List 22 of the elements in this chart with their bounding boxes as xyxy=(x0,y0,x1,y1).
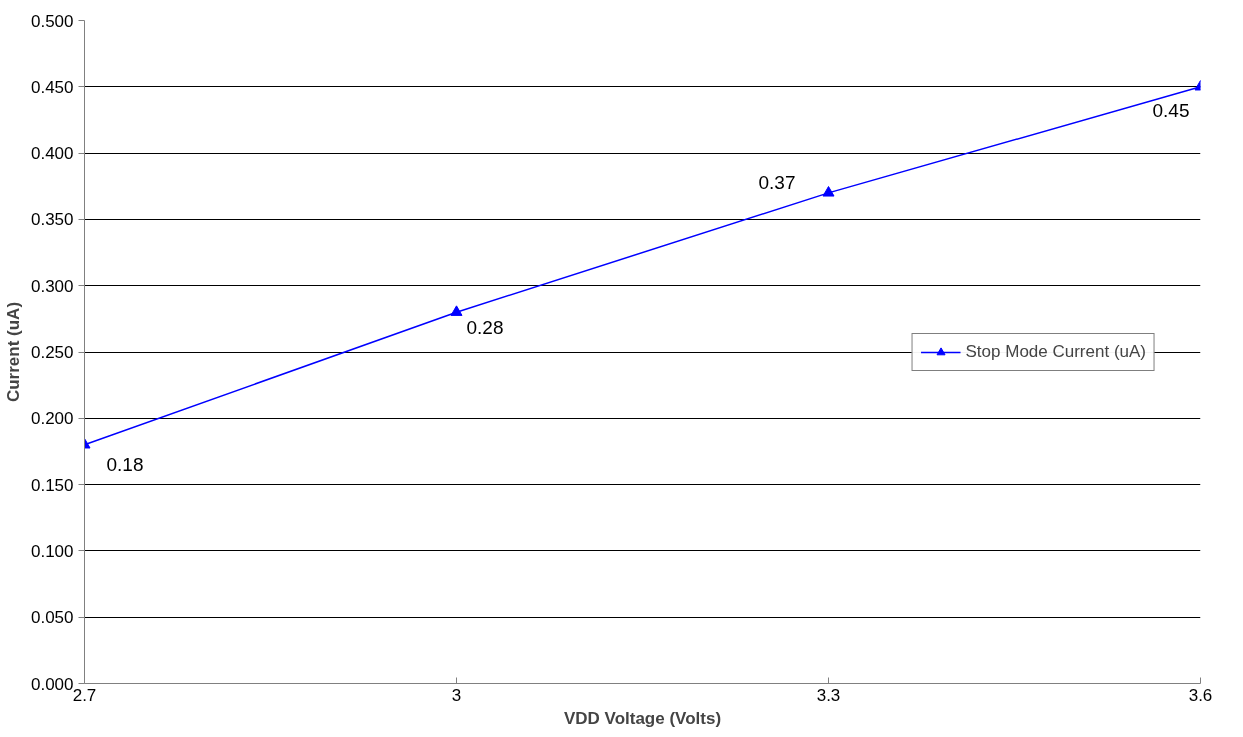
x-tick-label: 3.3 xyxy=(816,685,841,705)
y-axis-title: Current (uA) xyxy=(3,301,23,403)
y-tick-label: 0.200 xyxy=(30,409,74,429)
y-tick-label: 0.300 xyxy=(30,276,74,296)
legend-label: Stop Mode Current (uA) xyxy=(965,341,1146,362)
y-tick-label: 0.050 xyxy=(30,608,74,628)
y-tick-label: 0.450 xyxy=(30,77,74,97)
x-tick-label: 3.6 xyxy=(1188,685,1213,705)
x-tick-label: 2.7 xyxy=(72,685,97,705)
y-tick-label: 0.400 xyxy=(30,144,74,164)
data-label: 0.18 xyxy=(106,453,144,475)
y-tick-label: 0.250 xyxy=(30,343,74,362)
data-label: 0.28 xyxy=(466,317,504,339)
data-label: 0.45 xyxy=(1152,99,1190,121)
y-tick-label: 0.000 xyxy=(30,674,74,694)
y-tick-label: 0.100 xyxy=(30,541,74,561)
x-tick-label: 3 xyxy=(451,685,462,705)
y-tick-label: 0.500 xyxy=(30,11,74,31)
y-tick-label: 0.350 xyxy=(30,210,74,230)
x-axis-title: VDD Voltage (Volts) xyxy=(563,708,722,728)
y-tick-label: 0.150 xyxy=(30,475,74,495)
data-label: 0.37 xyxy=(758,171,796,193)
